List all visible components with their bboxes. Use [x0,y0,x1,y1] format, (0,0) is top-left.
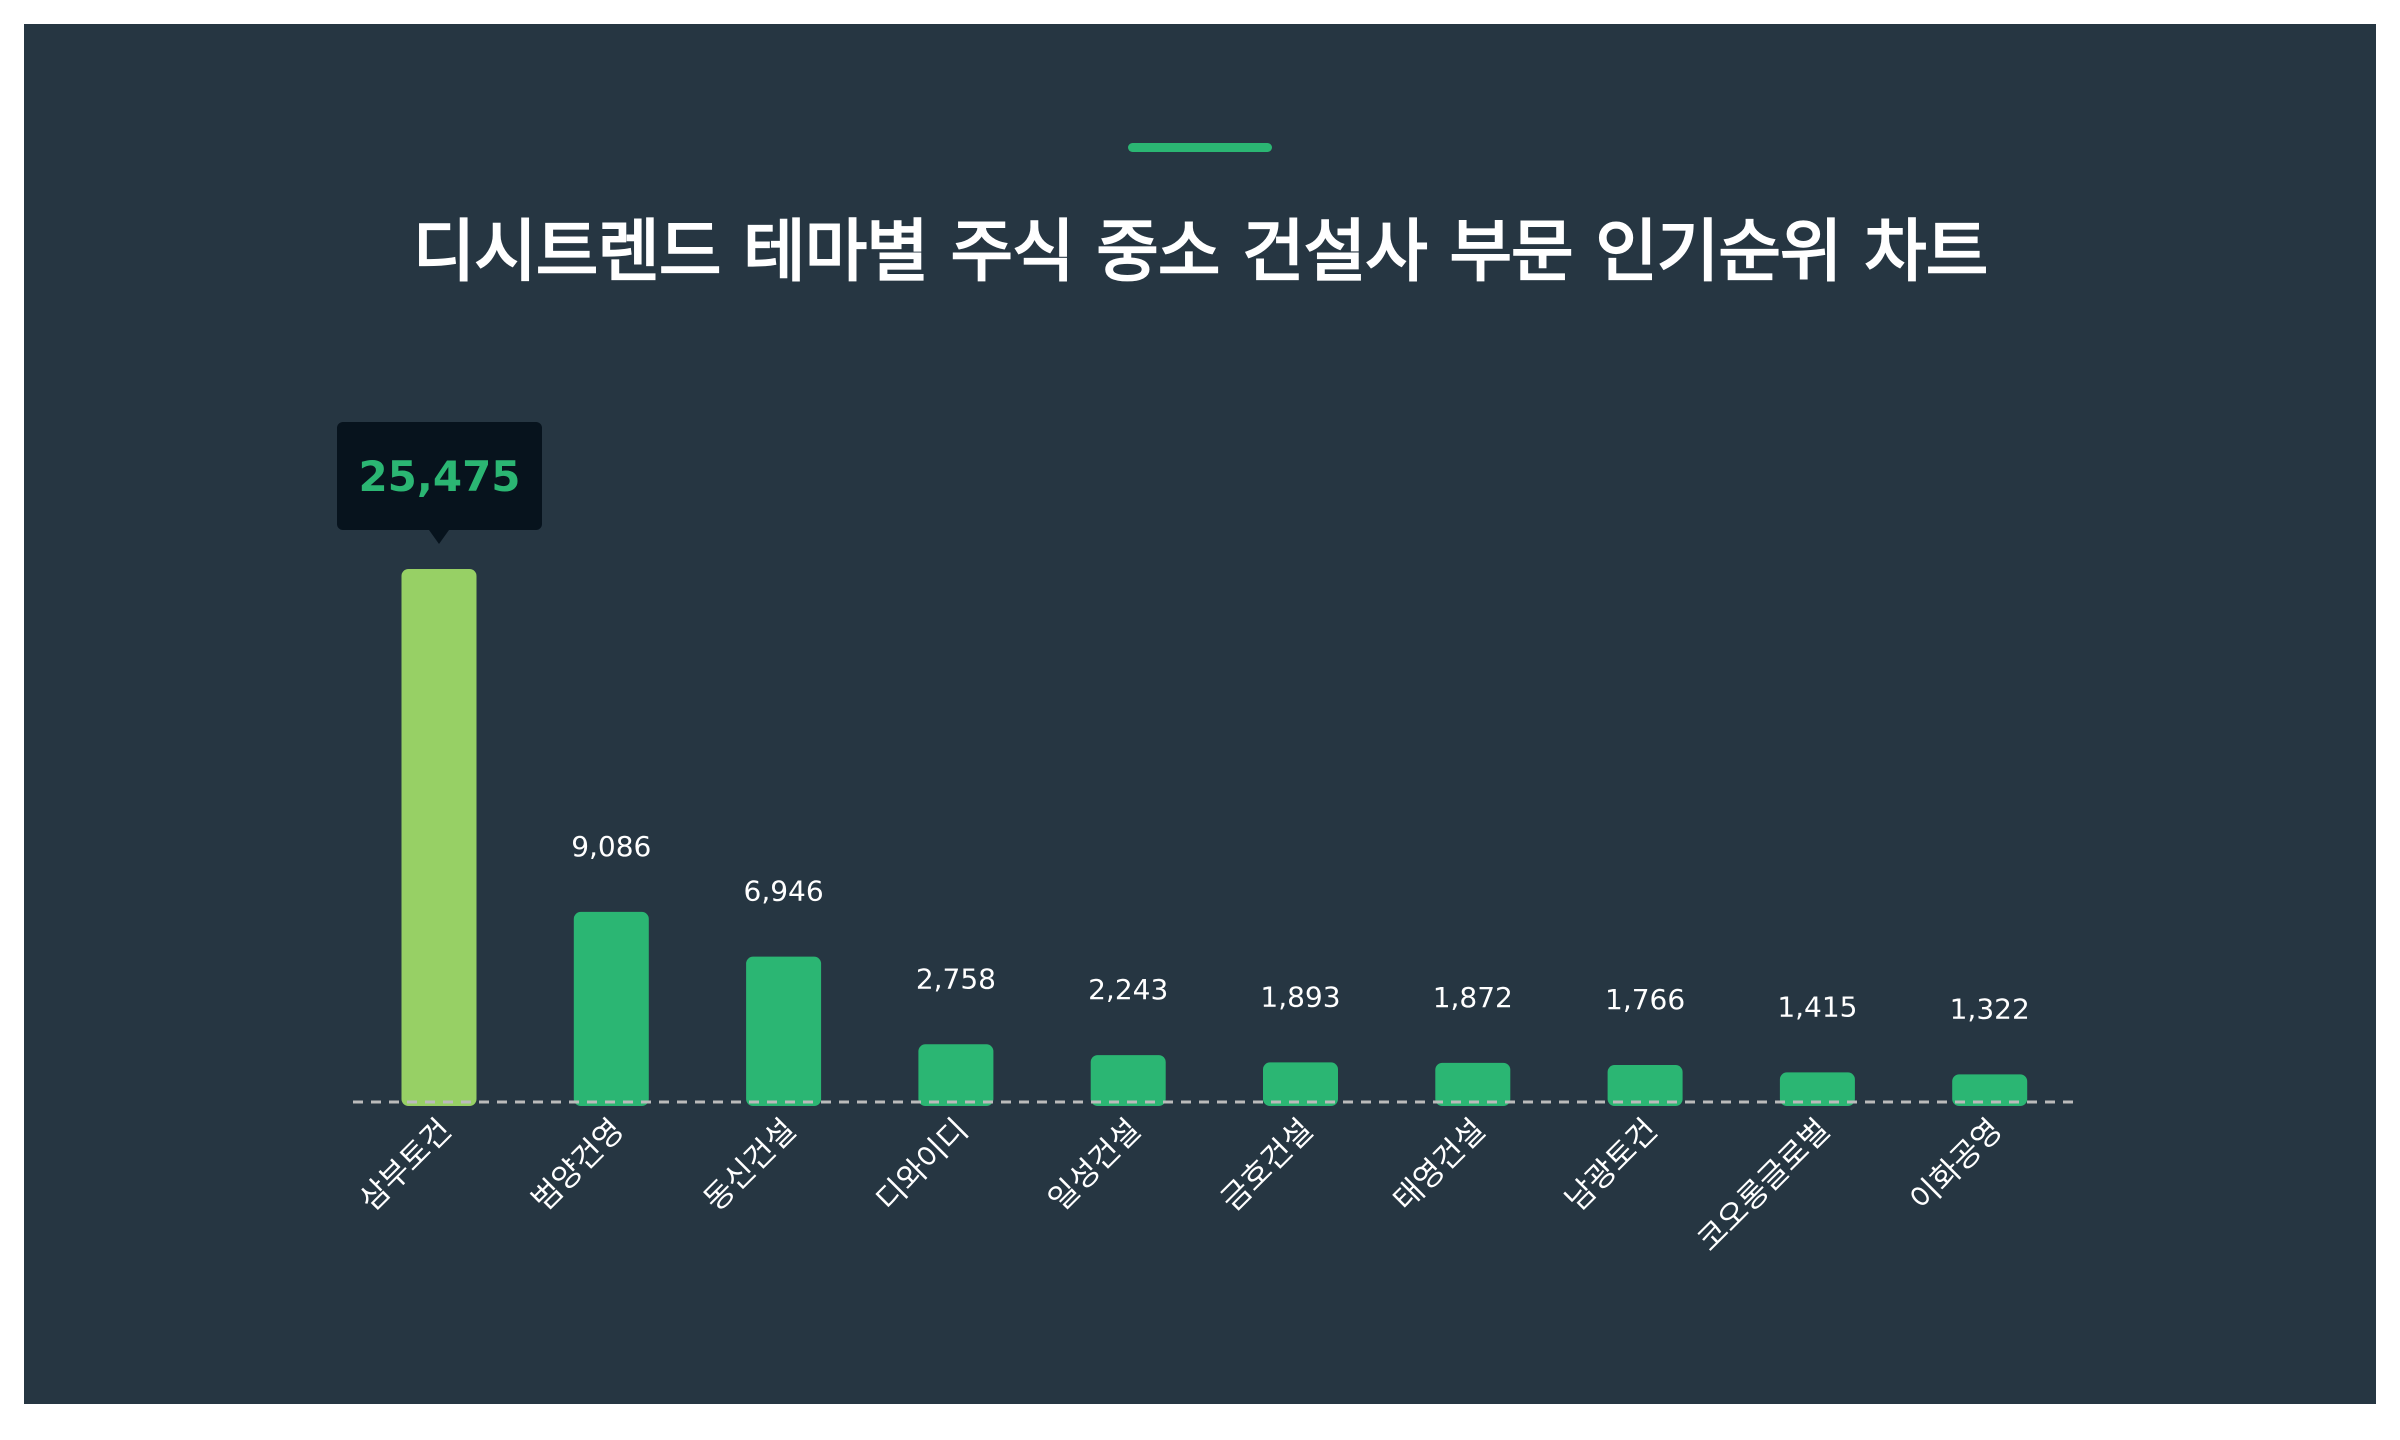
data-label: 6,946 [744,875,824,908]
data-label: 1,415 [1777,990,1857,1023]
x-tick-label: 금호건설 [1214,1112,1320,1218]
x-tick-label: 일성건설 [1042,1112,1148,1218]
data-label: 1,766 [1605,983,1685,1016]
bar [1952,1074,2028,1106]
bar [573,911,649,1106]
title-accent-line [1128,143,1272,152]
data-label: 1,322 [1950,992,2030,1025]
x-tick-label: 범양건영 [525,1112,631,1218]
chart-title: 디시트렌드 테마별 주식 중소 건설사 부문 인기순위 차트 [412,213,1989,292]
highlight-tooltip: 25,475 [337,422,542,544]
data-label: 1,872 [1433,981,1513,1014]
x-tick-label: 디와이디 [869,1112,975,1218]
x-tick-label: 태영건설 [1386,1112,1492,1218]
bar [1263,1062,1338,1106]
x-tick-label: 삼부토건 [353,1112,459,1218]
bar [1090,1055,1166,1106]
bar [1435,1062,1511,1106]
data-label: 2,758 [916,962,996,995]
x-tick-label: 남광토건 [1559,1112,1665,1218]
data-label: 9,086 [571,830,651,863]
x-tick-label: 이화공영 [1903,1112,2009,1218]
bar [1607,1065,1683,1106]
x-tick-label: 동신건설 [697,1112,803,1218]
bar [401,569,477,1106]
data-label: 1,893 [1260,980,1340,1013]
bar [1779,1072,1855,1106]
data-label: 2,243 [1088,973,1168,1006]
x-tick-label: 코오롱글로벌 [1691,1112,1837,1258]
bar [746,956,822,1106]
bar [918,1044,994,1106]
